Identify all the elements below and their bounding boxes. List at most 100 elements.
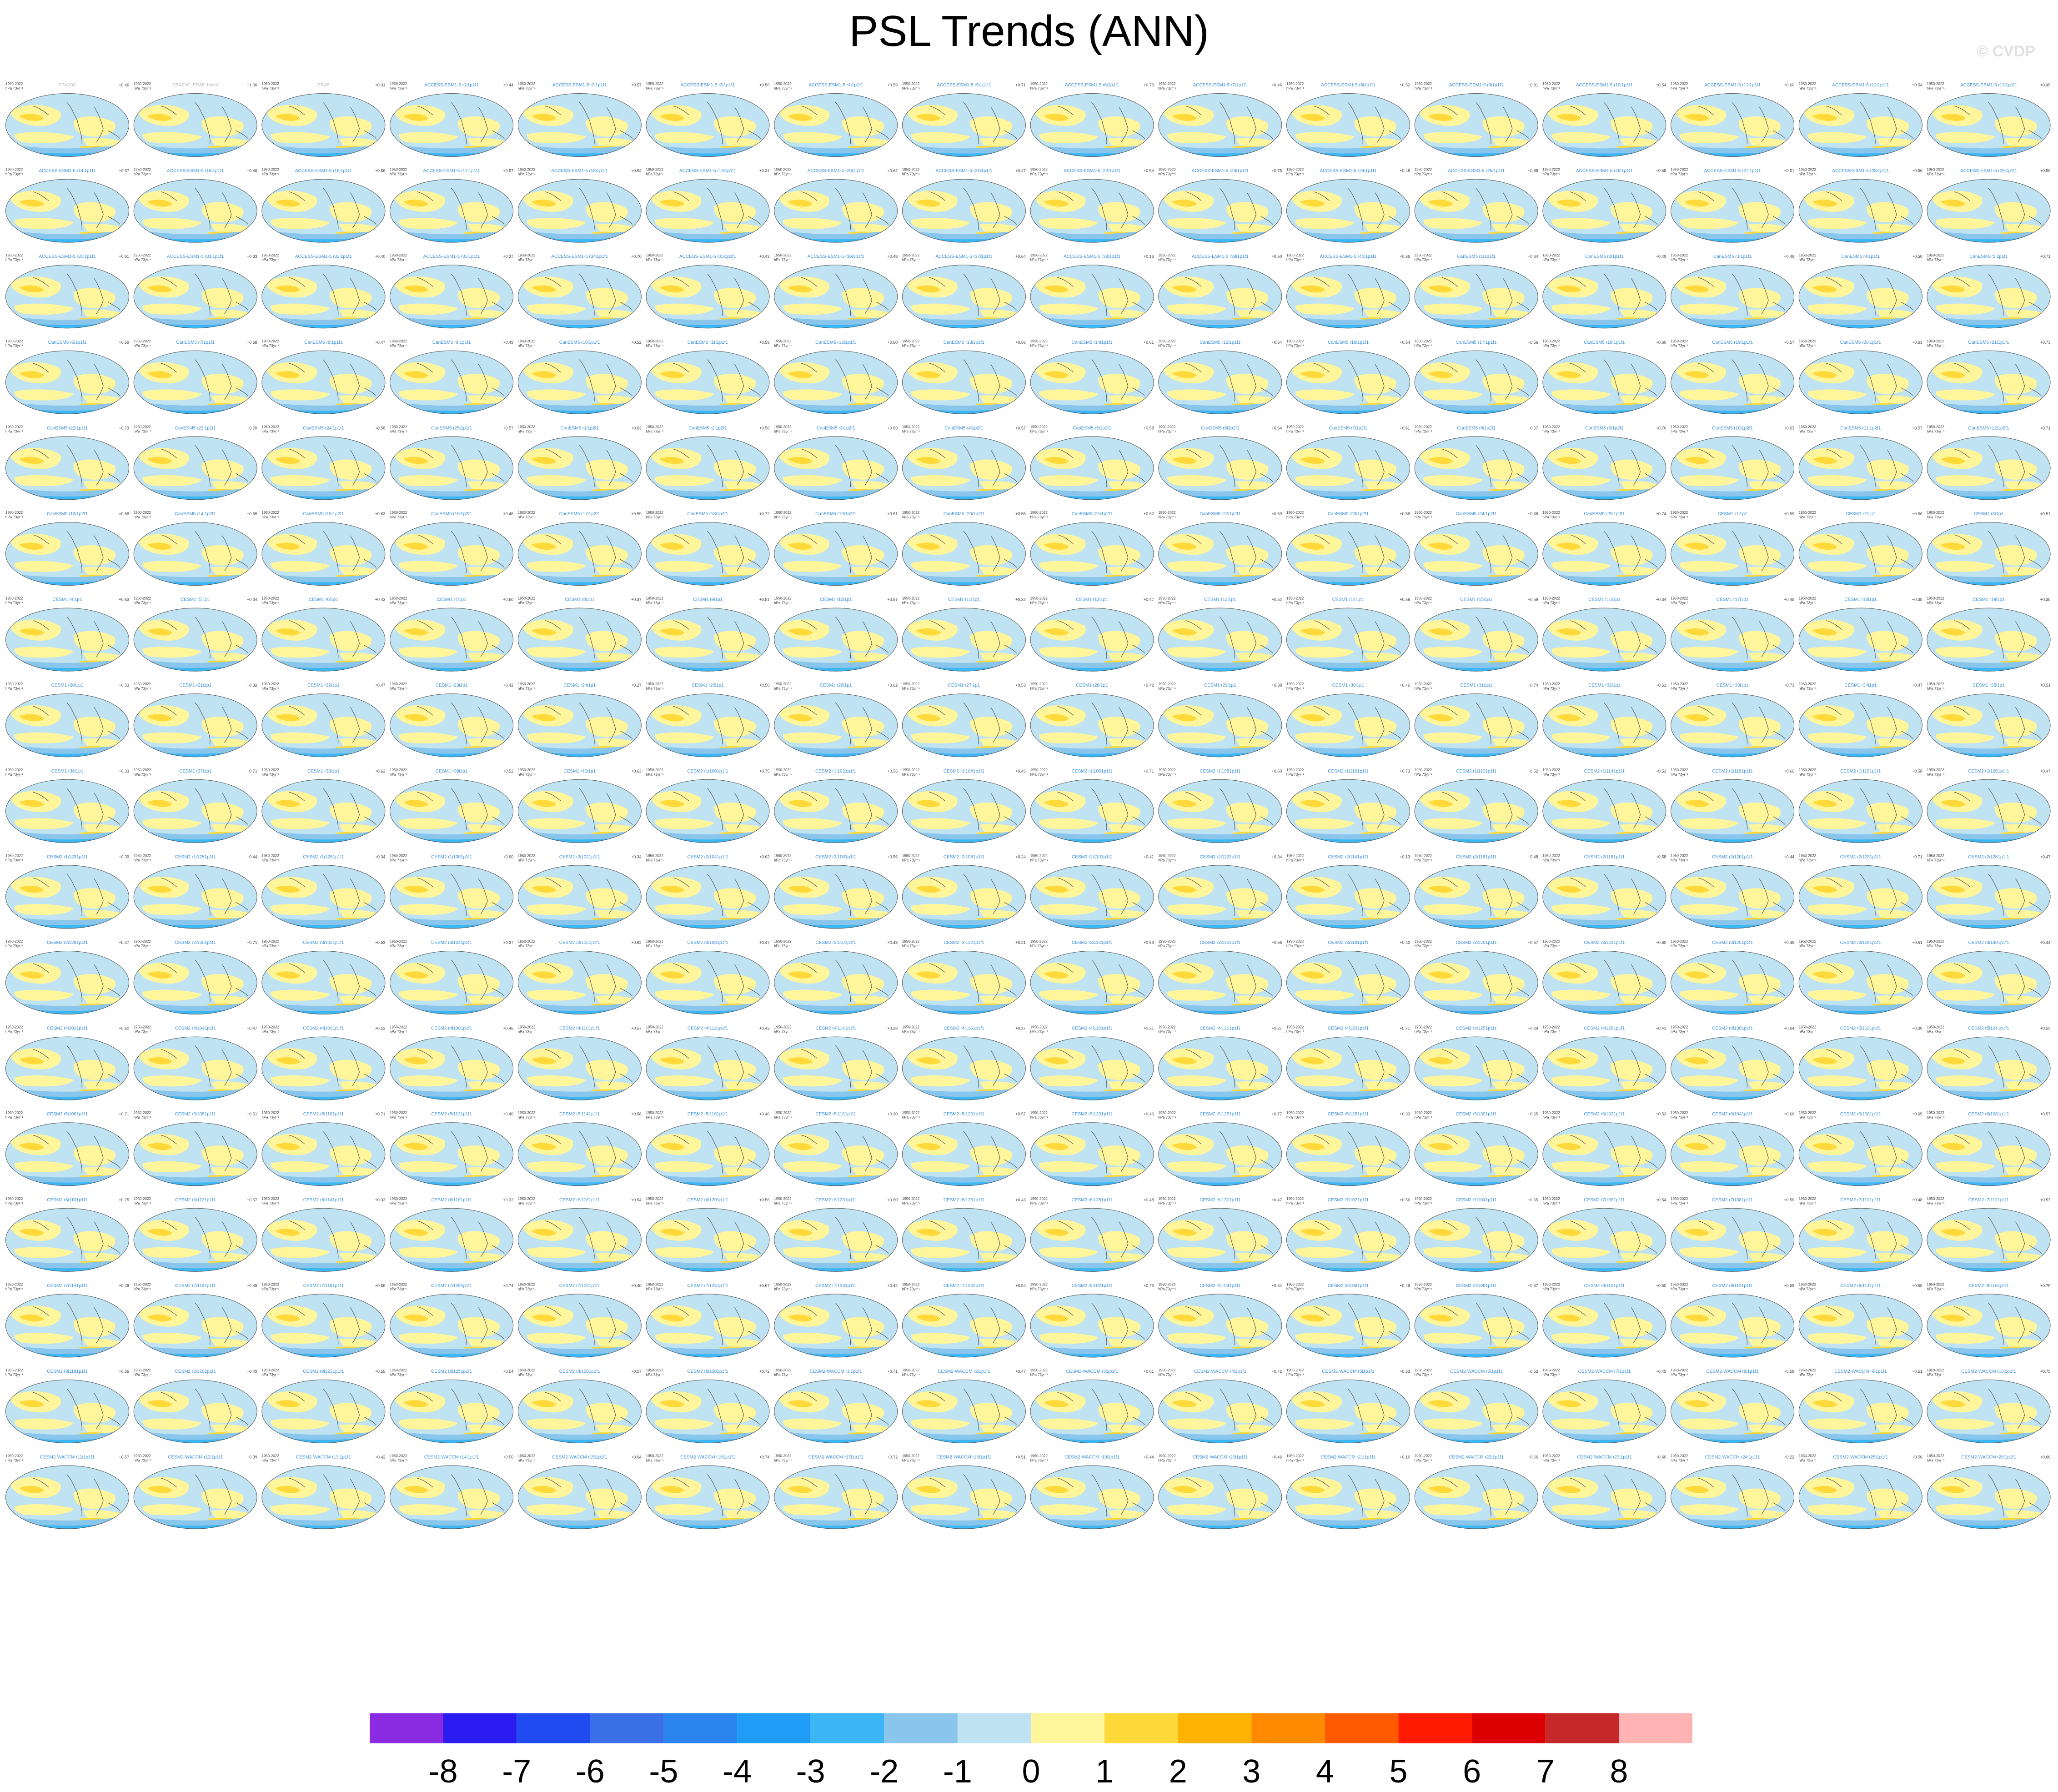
panel-period-label: 1950-2022 [1286, 597, 1304, 601]
panel-units-label: hPa 73yr⁻¹ [646, 429, 664, 433]
map-outline [902, 607, 1026, 672]
panel-title: CESM1 r33i1p1 [1717, 683, 1749, 688]
map-outline [390, 265, 514, 329]
map-outline [902, 265, 1026, 329]
panel-title: ACCESS-ESM1-5 r6i1p1f1 [1065, 83, 1119, 88]
map-outline [390, 93, 514, 157]
panel-value: +0.32 [1015, 597, 1026, 602]
panel-title: CanESM5 r9i1p1f1 [432, 340, 471, 345]
panel-period-label: 1950-2022 [774, 682, 792, 686]
panel-value: +0.49 [503, 340, 513, 345]
panel-units-label: hPa 73yr⁻¹ [902, 773, 920, 777]
panel-period-label: 1950-2022 [5, 768, 23, 772]
panel-units-label: hPa 73yr⁻¹ [1542, 687, 1560, 691]
panel-units-label: hPa 73yr⁻¹ [646, 258, 664, 262]
panel-period-label: 1950-2022 [1927, 511, 1945, 515]
panel-title: ACCESS-ESM1-5 r16i1p1f1 [295, 169, 352, 174]
panel-period-label: 1950-2022 [518, 511, 536, 515]
colorbar-tick-label: -1 [943, 1753, 972, 1790]
panel-title: CanESM5 r16i1p2f1 [431, 512, 472, 517]
panel-value: +0.34 [759, 169, 770, 173]
panel-title: CanESM5 r22i1p2f1 [1200, 512, 1240, 517]
map-outline [1671, 436, 1795, 500]
panel-value: +0.70 [247, 426, 257, 430]
panel-units-label: hPa 73yr⁻¹ [1415, 172, 1432, 176]
map-outline [5, 436, 129, 500]
panel-value: +0.43 [759, 254, 770, 259]
panel-period-label: 1950-2022 [1158, 168, 1176, 172]
panel-period-label: 1950-2022 [1799, 339, 1817, 343]
panel-period-label: 1950-2022 [1030, 511, 1048, 515]
panel-period-label: 1950-2022 [646, 768, 664, 772]
panel-value: +0.69 [887, 426, 898, 430]
panel-units-label: hPa 73yr⁻¹ [1158, 515, 1176, 519]
panel-period-label: 1950-2022 [902, 682, 920, 686]
panel-title: CESM1 r37i1p1 [179, 769, 211, 774]
map-outline [133, 350, 257, 414]
panel-title: ACCESS-ESM1-5 r30i1p1f1 [39, 254, 95, 259]
panel-period-label: 1950-2022 [390, 511, 407, 515]
panel-period-label: 1950-2022 [1286, 339, 1304, 343]
panel-title: CanESM5 r12i1p1f1 [815, 340, 856, 345]
panel-period-label: 1950-2022 [1415, 339, 1432, 343]
panel-period-label: 1950-2022 [1286, 511, 1304, 515]
panel-units-label: hPa 73yr⁻¹ [1286, 601, 1304, 605]
panel-title: ACCESS-ESM1-5 r21i1p1f1 [935, 169, 992, 174]
panel-period-label: 1950-2022 [902, 253, 920, 257]
panel-title: CanESM5 r15i1p1f1 [1200, 340, 1240, 345]
map-outline [261, 607, 386, 672]
map-outline [1671, 265, 1795, 329]
panel-period-label: 1950-2022 [1927, 425, 1945, 429]
panel-value: +0.64 [1272, 340, 1282, 345]
panel-period-label: 1950-2022 [1158, 339, 1176, 343]
colorbar-tick-label: -6 [576, 1753, 605, 1790]
panel-value: +0.61 [1400, 426, 1410, 430]
panel-period-label: 1950-2022 [518, 597, 536, 601]
panel-title: CanESM5 r21i1p2f1 [1072, 512, 1113, 517]
map-outline [390, 436, 514, 500]
map-outline [517, 93, 642, 157]
map-outline [1158, 265, 1282, 329]
panel-value: +0.58 [375, 426, 386, 430]
map-outline [133, 693, 257, 758]
panel-value: +0.70 [1656, 426, 1666, 430]
panel-period-label: 1950-2022 [774, 511, 792, 515]
panel-period-label: 1950-2022 [518, 768, 536, 772]
panel-units-label: hPa 73yr⁻¹ [1415, 258, 1432, 262]
panel-units-label: hPa 73yr⁻¹ [261, 515, 279, 519]
panel-units-label: hPa 73yr⁻¹ [390, 344, 407, 348]
map-outline [1542, 693, 1666, 758]
panel-title: CESM1 r7i1p1 [437, 597, 467, 602]
panel-units-label: hPa 73yr⁻¹ [774, 687, 792, 691]
map-outline [1158, 607, 1282, 672]
map-outline [1671, 179, 1795, 243]
map-outline [1286, 522, 1410, 586]
panel-value: +0.74 [1656, 512, 1666, 516]
panel-period-label: 1950-2022 [646, 339, 664, 343]
panel-period-label: 1950-2022 [261, 768, 279, 772]
panel-value: +0.54 [1400, 340, 1410, 345]
panel-units-label: hPa 73yr⁻¹ [646, 773, 664, 777]
map-outline [517, 265, 642, 329]
